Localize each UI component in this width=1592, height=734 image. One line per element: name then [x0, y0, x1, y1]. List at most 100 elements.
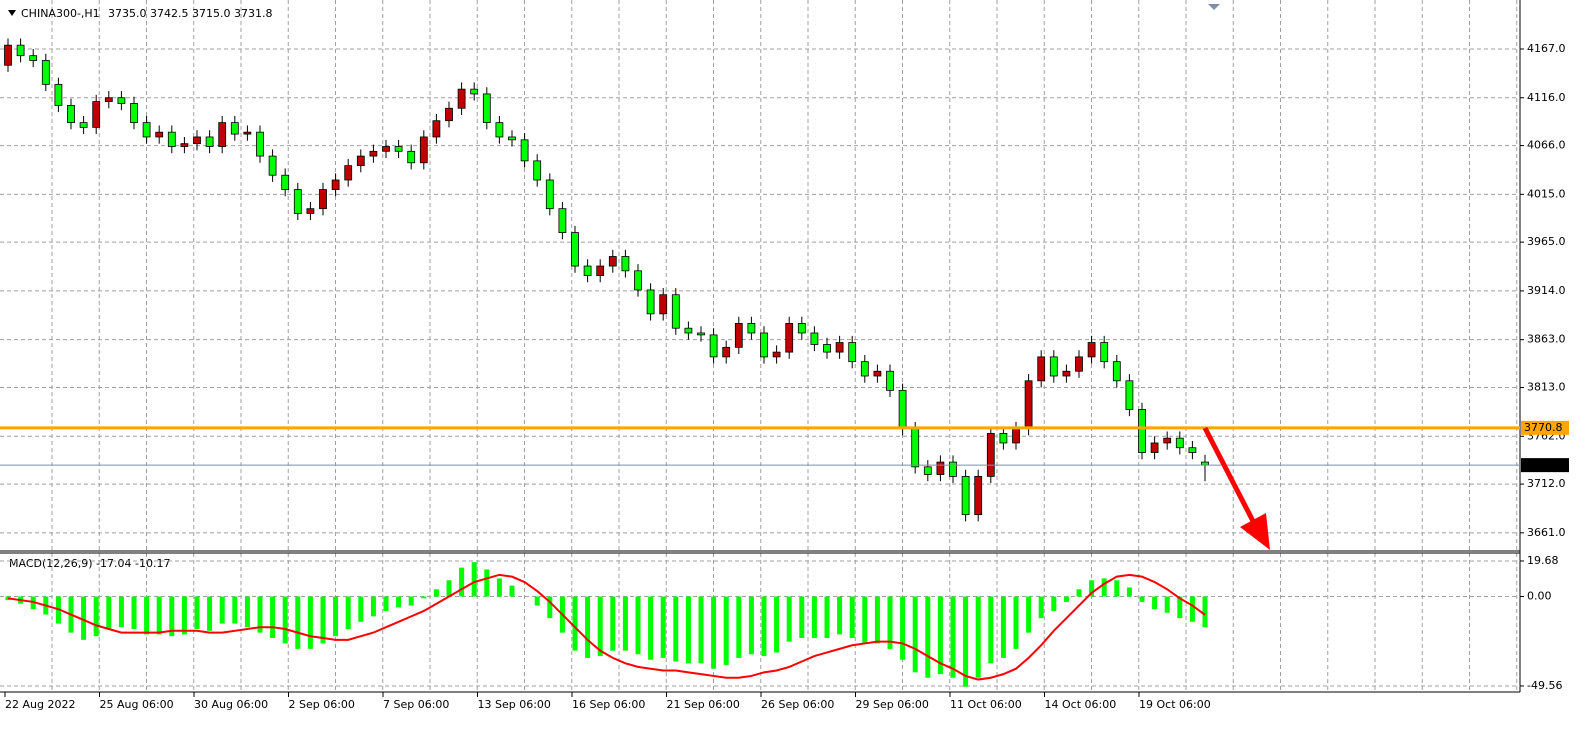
- candle-body: [810, 332, 819, 345]
- macd-bar: [698, 596, 704, 664]
- y-tick-label: 3863.0: [1527, 333, 1566, 346]
- candle-body: [482, 93, 491, 124]
- macd-bar: [988, 596, 994, 664]
- macd-bar: [169, 596, 175, 637]
- macd-title: MACD(12,26,9) -17.04 -10.17: [9, 557, 170, 570]
- macd-bar: [81, 596, 87, 640]
- x-tick-label: 25 Aug 06:00: [100, 698, 174, 711]
- macd-bar: [761, 596, 767, 657]
- macd-bar: [383, 596, 389, 611]
- candle-body: [949, 461, 957, 477]
- candle-body: [29, 55, 38, 61]
- y-tick-label: 4167.0: [1527, 42, 1566, 55]
- candle-body: [634, 270, 642, 291]
- macd-bar: [1189, 596, 1195, 622]
- x-tick-label: 22 Aug 2022: [5, 698, 75, 711]
- candle-body: [67, 105, 75, 124]
- macd-bar: [1139, 596, 1145, 602]
- macd-bar: [1089, 580, 1095, 597]
- macd-bar: [144, 596, 150, 635]
- x-tick-label: 13 Sep 06:00: [478, 698, 551, 711]
- macd-bar: [1101, 578, 1107, 597]
- macd-bar: [1000, 596, 1006, 658]
- macd-bar: [1026, 596, 1032, 633]
- macd-bar: [610, 596, 616, 651]
- candle-body: [1188, 447, 1197, 453]
- macd-bar: [723, 596, 729, 666]
- candle-body: [785, 323, 794, 353]
- macd-bar: [181, 596, 187, 635]
- candle-body: [848, 342, 857, 363]
- macd-bar: [471, 562, 477, 597]
- macd-bar: [106, 596, 112, 629]
- candle-body: [306, 208, 315, 214]
- vertical-grid: [51, 0, 1518, 692]
- macd-bar: [685, 596, 691, 664]
- macd-bar: [547, 596, 553, 619]
- candle-body: [41, 60, 50, 85]
- candle-body: [797, 323, 806, 334]
- macd-bar: [358, 596, 364, 622]
- candle-body: [1100, 342, 1109, 363]
- macd-bar: [1164, 596, 1170, 613]
- arrow-shaft: [1202, 426, 1258, 527]
- macd-bar: [421, 596, 427, 599]
- candle-body: [1087, 342, 1096, 358]
- y-tick-label: 3661.0: [1527, 526, 1566, 539]
- macd-bar: [370, 596, 376, 617]
- macd-bar: [648, 596, 654, 660]
- macd-bar: [975, 596, 981, 678]
- candle-body: [709, 334, 718, 358]
- macd-bar: [862, 596, 868, 644]
- x-tick-label: 30 Aug 06:00: [194, 698, 268, 711]
- candle-body: [218, 122, 227, 147]
- candle-body: [16, 44, 25, 57]
- candle-body: [646, 289, 655, 315]
- candle-body: [495, 122, 504, 138]
- macd-bar: [509, 585, 515, 597]
- macd-bar: [257, 596, 263, 633]
- macd-bar: [1038, 596, 1044, 619]
- chart-title: CHINA300-,H1: [21, 7, 100, 20]
- price-label: 3731.8: [1524, 458, 1563, 471]
- macd-bar: [1177, 596, 1183, 619]
- candle-body: [722, 346, 731, 358]
- menu-triangle[interactable]: [8, 10, 16, 16]
- candle-body: [596, 265, 605, 277]
- x-tick-label: 2 Sep 06:00: [289, 698, 355, 711]
- candle-body: [1125, 380, 1134, 410]
- macd-bar: [950, 596, 956, 678]
- candle-body: [1012, 428, 1020, 444]
- macd-bar: [118, 596, 124, 628]
- candle-body: [344, 165, 353, 181]
- macd-bar: [1076, 589, 1082, 597]
- macd-bar: [345, 596, 351, 629]
- candle-body: [180, 143, 189, 147]
- chart-subtitle: 3735.0 3742.5 3715.0 3731.8: [108, 7, 272, 20]
- candle-body: [1163, 437, 1172, 444]
- macd-bar: [572, 596, 578, 651]
- candle-body: [911, 428, 920, 468]
- macd-bar: [925, 596, 931, 678]
- macd-bar: [824, 596, 830, 639]
- macd-bar: [93, 596, 99, 637]
- macd-bar: [811, 596, 817, 639]
- candle-body: [1150, 442, 1159, 453]
- candle-body: [243, 131, 252, 135]
- candle-body: [1024, 380, 1033, 430]
- candle-body: [155, 131, 164, 138]
- macd-bar: [496, 578, 502, 597]
- x-tick-label: 7 Sep 06:00: [383, 698, 449, 711]
- macd-bar: [622, 596, 628, 651]
- candle-body: [1112, 361, 1121, 382]
- candle-body: [281, 174, 290, 190]
- candle-body: [999, 432, 1008, 444]
- x-tick-label: 21 Sep 06:00: [667, 698, 740, 711]
- macd-bar: [837, 596, 843, 635]
- signal-line: [7, 573, 1206, 681]
- macd-bar: [534, 596, 540, 606]
- macd-bar: [244, 596, 250, 628]
- macd-bar: [736, 596, 742, 658]
- candle-body: [394, 146, 403, 152]
